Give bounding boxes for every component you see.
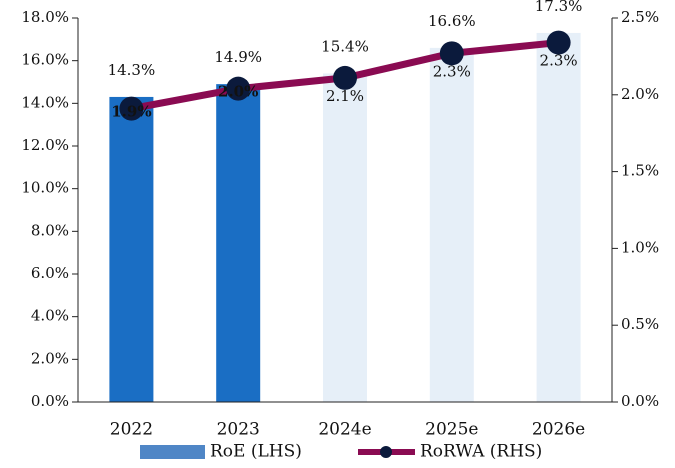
y-tick-label: 2.0% [31,349,69,367]
legend-label: RoE (LHS) [210,442,302,462]
y-tick-label: 8.0% [31,221,69,239]
y2-tick-label: 0.0% [621,392,659,410]
x-tick-label: 2023 [217,420,260,440]
bar-value-label: 14.9% [214,48,262,66]
line-value-label: 2.0% [218,83,258,101]
bar [536,32,581,402]
x-tick-label: 2024e [318,420,371,440]
x-tick-label: 2022 [110,420,153,440]
bar-value-label: 15.4% [321,37,369,55]
marker [226,76,251,101]
line-value-label: 1.9% [111,103,151,121]
y-tick-label: 6.0% [31,264,69,282]
marker [119,96,144,121]
legend-swatch [140,445,205,459]
y-tick-label: 4.0% [31,307,69,325]
bar [109,96,154,402]
line-value-label: 2.1% [326,87,364,105]
marker [439,41,464,66]
bar-value-label: 17.3% [535,0,583,15]
bar [323,73,367,402]
y2-tick-label: 0.5% [621,315,659,333]
y2-tick-label: 1.0% [621,238,659,256]
line-value-label: 2.3% [540,52,578,70]
legend-marker [380,446,392,458]
y-tick-label: 12.0% [21,136,69,154]
y-tick-label: 10.0% [21,179,69,197]
y2-tick-label: 2.5% [621,8,659,26]
y-tick-label: 14.0% [21,93,69,111]
y-tick-label: 16.0% [21,51,69,69]
bar-value-label: 14.3% [108,61,156,79]
legend-label: RoRWA (RHS) [420,442,542,462]
line-value-label: 2.3% [433,62,471,80]
bar [429,47,474,402]
x-tick-label: 2026e [532,420,585,440]
y-tick-label: 18.0% [21,8,69,26]
x-tick-label: 2025e [425,420,478,440]
y-tick-label: 0.0% [31,392,69,410]
bar [216,84,261,402]
y2-tick-label: 1.5% [621,162,659,180]
marker [333,65,357,90]
bar-value-label: 16.6% [428,12,476,30]
y2-tick-label: 2.0% [621,85,659,103]
marker [546,30,571,55]
